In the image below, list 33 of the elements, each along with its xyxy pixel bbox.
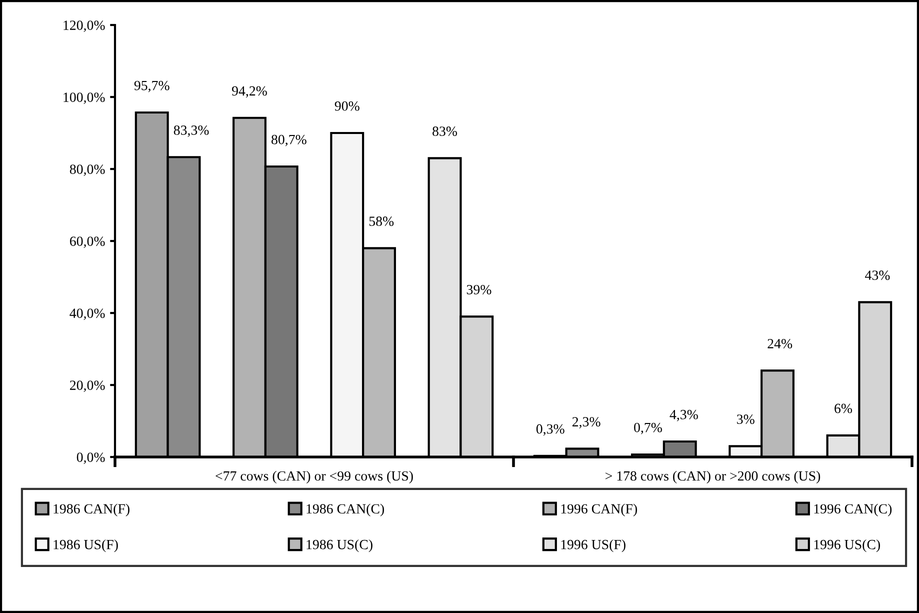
data-label: 90%	[334, 101, 360, 111]
y-tick-label: 80,0%	[70, 164, 105, 176]
data-label: 0,7%	[634, 422, 662, 434]
data-label: 43%	[865, 270, 890, 280]
y-tick-label: 100,0%	[64, 92, 105, 104]
y-tick-label: 20,0%	[70, 380, 105, 392]
y-tick-label: 120,0%	[64, 20, 105, 32]
data-label: 58%	[369, 216, 394, 226]
data-label: 95,7%	[134, 80, 170, 92]
legend-label: 1986 US(C)	[306, 539, 372, 552]
data-label: 24%	[768, 338, 792, 348]
data-label: 2,3%	[572, 417, 600, 428]
data-label: 83,3%	[174, 125, 209, 137]
legend-label: 1986 CAN(C)	[306, 504, 384, 516]
y-tick-label: 40,0%	[70, 308, 105, 320]
data-label: 6%	[834, 404, 852, 414]
data-label: 0,3%	[536, 424, 564, 436]
legend-label: 1996 US(C)	[814, 539, 880, 552]
legend-label: 1996 CAN(C)	[814, 504, 892, 516]
data-label: 94,2%	[232, 86, 267, 98]
y-tick-label: 60,0%	[70, 236, 105, 248]
data-label: 3%	[737, 414, 754, 424]
data-label: 80,7%	[272, 134, 306, 146]
data-label: 83%	[432, 126, 458, 136]
legend-label: 1996 US(F)	[561, 539, 626, 552]
data-label: 39%	[466, 284, 492, 294]
x-tick-label: <77 cows (CAN) or <99 cows (US)	[216, 470, 413, 484]
y-tick-label: 0,0%	[76, 452, 105, 464]
legend-label: 1986 CAN(F)	[54, 504, 130, 516]
x-tick-label: > 178 cows (CAN) or >200 cows (US)	[606, 470, 820, 484]
legend-label: 1986 US(F)	[54, 539, 118, 552]
legend-label: 1996 CAN(F)	[561, 504, 638, 516]
data-label: 4,3%	[670, 410, 698, 422]
